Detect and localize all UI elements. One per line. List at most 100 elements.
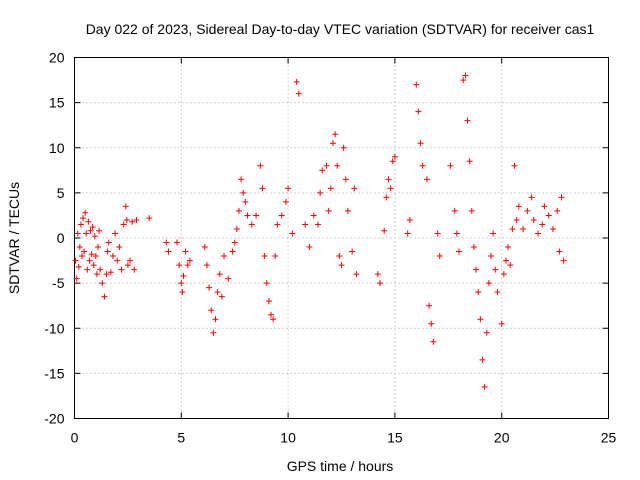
data-point <box>163 239 170 246</box>
x-tick-label: 20 <box>494 430 510 446</box>
data-point <box>498 320 505 327</box>
data-point <box>511 162 518 169</box>
data-point <box>334 162 341 169</box>
data-point <box>78 253 85 260</box>
data-point <box>124 262 131 269</box>
data-point <box>289 230 296 237</box>
data-point <box>184 262 191 269</box>
y-tick-label: 15 <box>49 95 65 111</box>
data-point <box>127 257 134 264</box>
data-point <box>244 212 251 219</box>
data-point <box>77 221 84 228</box>
data-point <box>112 230 119 237</box>
data-point <box>549 225 556 232</box>
data-point <box>186 257 193 264</box>
data-point <box>242 198 249 205</box>
data-point <box>351 185 358 192</box>
data-point <box>216 271 223 278</box>
data-point <box>174 239 181 246</box>
data-point <box>524 207 531 214</box>
data-point <box>165 248 172 255</box>
data-point <box>470 244 477 251</box>
data-point <box>201 244 208 251</box>
y-axis-label: SDTVAR / TECUs <box>6 182 22 294</box>
data-point <box>212 316 219 323</box>
data-point <box>96 227 103 234</box>
data-point <box>528 194 535 201</box>
data-point <box>72 257 79 264</box>
data-point <box>535 230 542 237</box>
data-point <box>278 212 285 219</box>
data-point <box>413 81 420 88</box>
y-tick-label: 5 <box>57 185 65 201</box>
data-point <box>434 230 441 237</box>
data-point <box>91 233 98 240</box>
data-point <box>428 320 435 327</box>
data-point <box>120 221 127 228</box>
data-point <box>539 221 546 228</box>
data-point <box>76 244 83 251</box>
data-point <box>180 272 187 279</box>
y-tick-labels: -20 -15 -10 -5 0 5 10 15 20 <box>44 50 64 427</box>
data-point <box>507 262 514 269</box>
x-tick-label: 10 <box>280 430 296 446</box>
data-point <box>302 221 309 228</box>
data-point <box>208 307 215 314</box>
data-point <box>233 225 240 232</box>
data-point <box>263 280 270 287</box>
data-point <box>374 271 381 278</box>
data-point <box>513 216 520 223</box>
data-point <box>97 266 104 273</box>
data-point <box>214 289 221 296</box>
data-point <box>387 185 394 192</box>
data-point <box>203 262 210 269</box>
data-point <box>265 298 272 305</box>
data-point <box>253 212 260 219</box>
data-point <box>89 224 96 231</box>
data-point <box>306 244 313 251</box>
data-point <box>329 140 336 147</box>
data-point <box>319 167 326 174</box>
data-point <box>85 218 92 225</box>
data-point <box>323 162 330 169</box>
data-point <box>235 207 242 214</box>
data-point <box>327 185 334 192</box>
data-point <box>225 275 232 282</box>
data-point <box>218 293 225 300</box>
data-point <box>87 227 94 234</box>
data-point <box>349 248 356 255</box>
data-point <box>123 216 130 223</box>
data-point <box>338 262 345 269</box>
y-tick-label: -15 <box>44 365 64 381</box>
data-point <box>82 209 89 216</box>
data-point <box>221 253 228 260</box>
data-point <box>131 266 138 273</box>
data-point <box>285 185 292 192</box>
data-point <box>178 280 185 287</box>
data-point <box>92 253 99 260</box>
data-point <box>468 207 475 214</box>
data-point <box>500 271 507 278</box>
data-point <box>259 185 266 192</box>
data-point <box>481 383 488 390</box>
y-tick-label: 0 <box>57 230 65 246</box>
y-tick-label: 20 <box>49 50 65 66</box>
data-point <box>206 284 213 291</box>
data-point <box>423 176 430 183</box>
data-point <box>133 216 140 223</box>
data-point <box>99 280 106 287</box>
axis-ticks <box>74 57 609 419</box>
data-point <box>182 248 189 255</box>
data-point <box>75 263 82 270</box>
data-point <box>466 158 473 165</box>
data-point <box>391 153 398 160</box>
data-point <box>545 212 552 219</box>
data-point <box>122 203 129 210</box>
data-point <box>129 218 136 225</box>
data-point <box>105 239 112 246</box>
data-point <box>556 248 563 255</box>
data-point <box>340 144 347 151</box>
data-point <box>520 225 527 232</box>
data-point <box>515 203 522 210</box>
